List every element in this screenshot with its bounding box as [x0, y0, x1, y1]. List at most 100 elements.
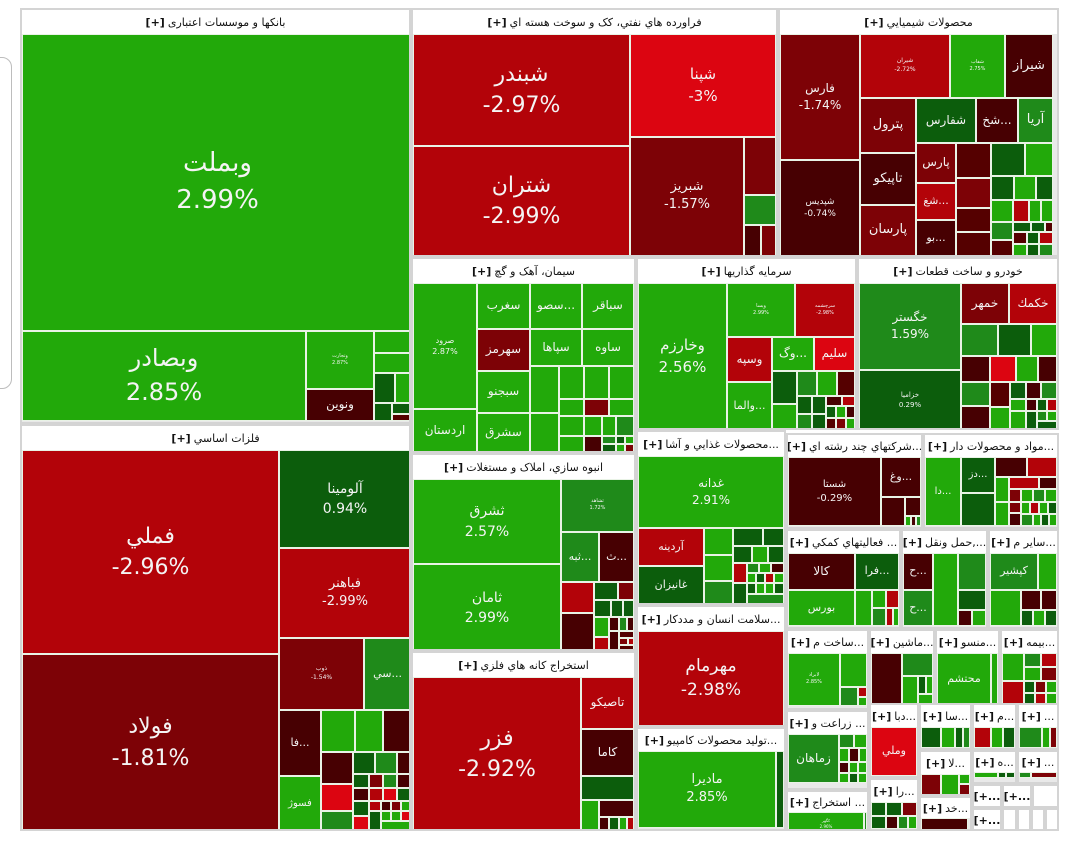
stock-tile-unlabeled[interactable] — [991, 240, 1013, 255]
stock-tile[interactable]: فباهنر -2.99% — [279, 548, 409, 638]
stock-tile-unlabeled[interactable] — [905, 516, 911, 526]
stock-tile-unlabeled[interactable] — [1003, 727, 1015, 748]
stock-tile[interactable]: ونوین — [306, 389, 374, 421]
stock-tile[interactable]: شپنا -3% — [630, 34, 776, 137]
stock-tile-unlabeled[interactable] — [1033, 610, 1045, 626]
stock-tile-unlabeled[interactable] — [619, 617, 627, 631]
stock-tile-unlabeled[interactable] — [858, 762, 867, 773]
sector-block[interactable]: [+... — [972, 808, 1002, 831]
stock-tile-unlabeled[interactable] — [871, 653, 902, 706]
stock-tile-unlabeled[interactable] — [1026, 399, 1037, 411]
stock-tile-unlabeled[interactable] — [958, 553, 986, 590]
stock-tile-unlabeled[interactable] — [599, 800, 634, 817]
expand-sector-icon[interactable]: [+] — [643, 437, 663, 451]
sector-title[interactable]: ...مواد و محصولات دار [+] — [925, 435, 1057, 457]
stock-tile[interactable]: غانيزان — [638, 566, 704, 603]
stock-tile-unlabeled[interactable] — [627, 617, 634, 631]
stock-tile-unlabeled[interactable] — [1030, 502, 1039, 514]
stock-tile[interactable]: ...دا — [925, 457, 961, 526]
stock-tile-unlabeled[interactable] — [704, 528, 733, 555]
stock-tile-unlabeled[interactable] — [559, 366, 584, 399]
sector-block[interactable]: خودرو و ساخت قطعات [+] خگستر 1.59% خزامیا 0.2… — [857, 257, 1059, 430]
stock-tile-unlabeled[interactable] — [1021, 489, 1033, 502]
stock-tile-unlabeled[interactable] — [747, 573, 756, 583]
stock-tile-unlabeled[interactable] — [397, 788, 409, 801]
sector-title[interactable]: ...ساخت م [+] — [788, 631, 867, 653]
stock-tile-unlabeled[interactable] — [733, 546, 752, 563]
stock-tile-unlabeled[interactable] — [559, 416, 584, 436]
sector-block[interactable] — [1031, 808, 1045, 831]
sector-block[interactable]: ...سا [+] — [919, 703, 972, 750]
sector-title[interactable]: ...بيمه [+] — [1002, 631, 1057, 653]
stock-tile-unlabeled[interactable] — [704, 555, 733, 581]
stock-tile[interactable]: محتشم — [937, 653, 991, 706]
stock-tile-unlabeled[interactable] — [797, 396, 812, 414]
stock-tile[interactable]: صرود 2.87% — [413, 283, 477, 409]
sector-block[interactable]: انبوه سازي، املاک و مستغلات [+] ثشرق 2.57% ث… — [411, 453, 636, 651]
expand-sector-icon[interactable]: [+] — [1003, 635, 1024, 649]
sector-title[interactable]: ... [+] — [1019, 705, 1057, 727]
sector-title[interactable]: ...سا [+] — [921, 705, 970, 727]
stock-tile-unlabeled[interactable] — [321, 811, 353, 829]
stock-tile-unlabeled[interactable] — [1021, 610, 1033, 626]
stock-tile[interactable]: فزر -2.92% — [413, 677, 581, 829]
stock-tile-unlabeled[interactable] — [961, 324, 998, 356]
sector-block[interactable]: ...دبا [+] وملي — [869, 703, 919, 778]
sector-title[interactable]: خودرو و ساخت قطعات [+] — [859, 259, 1057, 283]
stock-tile-unlabeled[interactable] — [1031, 222, 1045, 232]
stock-tile-unlabeled[interactable] — [1049, 514, 1057, 526]
stock-tile-unlabeled[interactable] — [1027, 457, 1057, 477]
sector-block[interactable]: ...ساخت م [+] لابراد 2.85% — [786, 629, 869, 710]
stock-tile-unlabeled[interactable] — [921, 818, 968, 829]
expand-sector-icon[interactable]: [+] — [171, 431, 191, 445]
stock-tile-unlabeled[interactable] — [898, 816, 908, 829]
stock-tile-unlabeled[interactable] — [1031, 324, 1057, 356]
stock-tile[interactable]: شیران -2.72% — [860, 34, 950, 98]
sector-block[interactable]: سرمايه گذاريها [+] وخارزم 2.56% ويسا 2.99% سرچ… — [636, 257, 857, 430]
stock-tile-unlabeled[interactable] — [941, 774, 959, 794]
stock-tile-unlabeled[interactable] — [744, 195, 776, 225]
stock-tile-unlabeled[interactable] — [747, 563, 759, 573]
expand-sector-icon[interactable]: [+] — [938, 635, 959, 649]
stock-tile-unlabeled[interactable] — [991, 727, 1003, 748]
stock-tile[interactable]: اردستان — [413, 409, 477, 451]
stock-tile-unlabeled[interactable] — [618, 582, 634, 600]
stock-tile-unlabeled[interactable] — [383, 710, 409, 752]
stock-tile-unlabeled[interactable] — [1039, 232, 1053, 244]
stock-tile-unlabeled[interactable] — [609, 399, 634, 416]
stock-tile-unlabeled[interactable] — [609, 817, 619, 829]
stock-tile-unlabeled[interactable] — [849, 748, 859, 762]
sector-title[interactable]: ...,حمل ونقل [+] — [903, 531, 986, 553]
stock-tile-unlabeled[interactable] — [381, 821, 409, 829]
stock-tile-unlabeled[interactable] — [1009, 502, 1021, 513]
expand-sector-icon[interactable]: [+] — [788, 439, 807, 453]
sector-block[interactable] — [1045, 808, 1059, 831]
stock-tile-unlabeled[interactable] — [1021, 590, 1041, 610]
stock-tile-unlabeled[interactable] — [918, 676, 926, 694]
stock-tile-unlabeled[interactable] — [991, 176, 1014, 200]
stock-tile-unlabeled[interactable] — [858, 773, 867, 783]
stock-tile-unlabeled[interactable] — [374, 403, 392, 421]
stock-tile-unlabeled[interactable] — [991, 222, 1013, 240]
stock-tile-unlabeled[interactable] — [1046, 681, 1057, 693]
sector-title[interactable]: ...لا [+] — [921, 752, 970, 774]
sector-title[interactable]: ...ه [+] — [974, 752, 1015, 772]
stock-tile[interactable]: كاما — [581, 729, 634, 776]
stock-tile-unlabeled[interactable] — [369, 788, 383, 801]
sector-block[interactable]: [+... — [972, 784, 1002, 808]
stock-tile-unlabeled[interactable] — [594, 582, 618, 600]
stock-tile-unlabeled[interactable] — [602, 444, 616, 451]
stock-tile[interactable]: ...وغ — [881, 457, 921, 497]
sector-block[interactable]: فراورده هاي نفتي، كک و سوخت هسته اي [+] شب… — [411, 8, 778, 257]
stock-tile-unlabeled[interactable] — [961, 356, 990, 382]
sector-title[interactable] — [1004, 810, 1015, 829]
stock-tile-unlabeled[interactable] — [381, 811, 391, 821]
stock-tile-unlabeled[interactable] — [374, 373, 395, 403]
stock-tile-unlabeled[interactable] — [599, 817, 609, 829]
stock-tile-unlabeled[interactable] — [774, 573, 784, 583]
stock-tile-unlabeled[interactable] — [826, 396, 842, 406]
stock-tile-unlabeled[interactable] — [959, 774, 970, 784]
stock-tile-unlabeled[interactable] — [1019, 772, 1031, 778]
stock-tile[interactable]: ...فرا — [855, 553, 899, 590]
stock-tile-unlabeled[interactable] — [1039, 477, 1057, 489]
